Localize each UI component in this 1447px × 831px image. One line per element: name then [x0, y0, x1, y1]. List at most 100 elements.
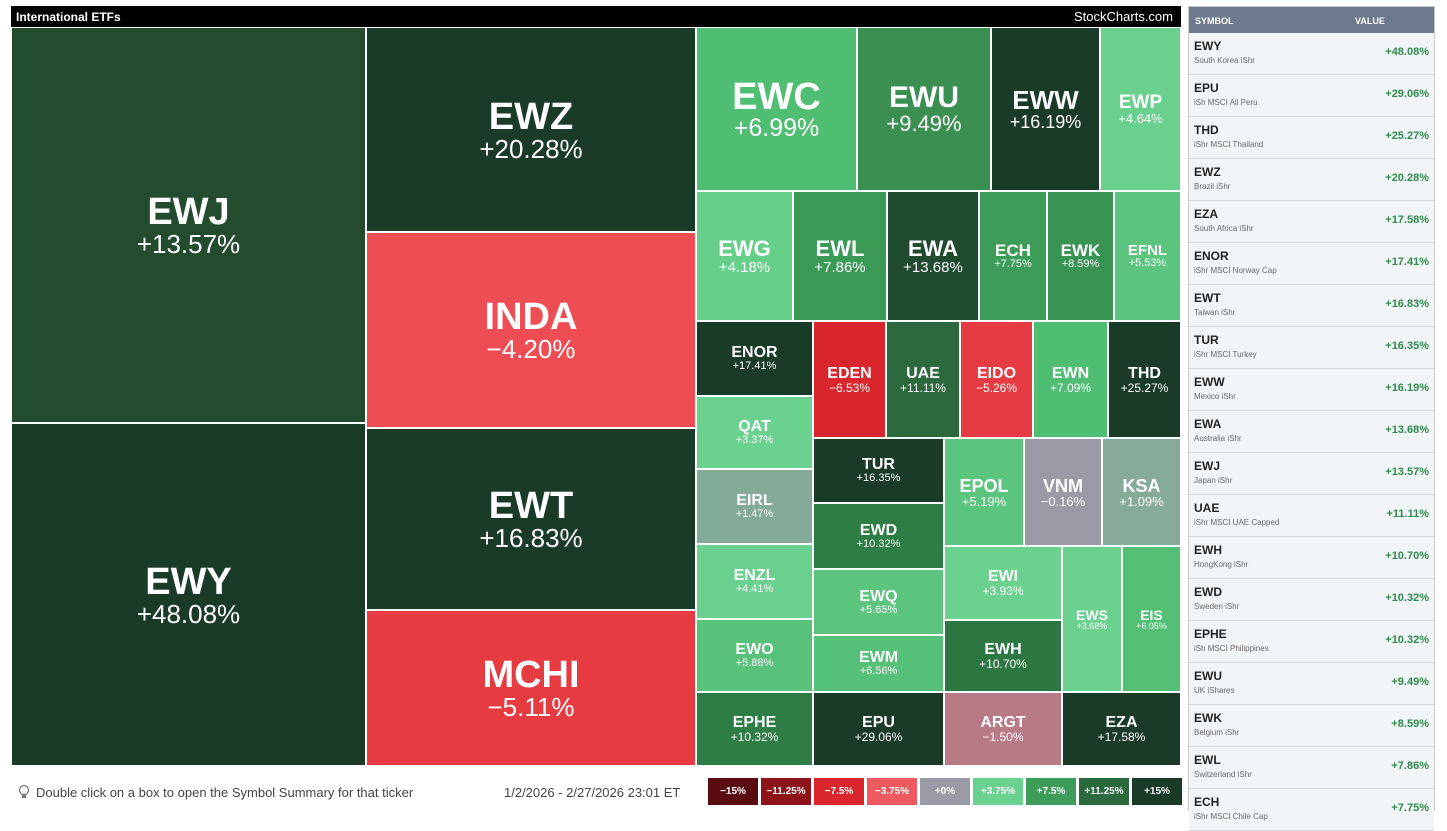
row-value: +17.41% [1385, 256, 1429, 268]
table-row[interactable]: TUR iShr MSCI Turkey +16.35% [1189, 327, 1434, 369]
tile[interactable]: TUR +16.35% [813, 438, 944, 503]
row-value: +48.08% [1385, 46, 1429, 58]
tile-symbol: EWY [145, 560, 232, 603]
tile[interactable]: QAT +3.37% [696, 396, 813, 469]
tile-symbol: ECH [995, 241, 1031, 260]
row-value: +7.75% [1391, 802, 1429, 814]
table-row[interactable]: EWA Australia iShr +13.68% [1189, 411, 1434, 453]
table-row[interactable]: UAE iShr MSCI UAE Capped +11.11% [1189, 495, 1434, 537]
tile[interactable]: EIS +6.05% [1122, 546, 1181, 692]
bulb-icon [18, 784, 30, 798]
table-row[interactable]: EWT Taiwan iShr +16.83% [1189, 285, 1434, 327]
tile[interactable]: EWD +10.32% [813, 503, 944, 569]
tile[interactable]: UAE +11.11% [886, 321, 960, 438]
table-row[interactable]: EWL Switzerland iShr +7.86% [1189, 747, 1434, 789]
table-row[interactable]: EWU UK iShares +9.49% [1189, 663, 1434, 705]
tile[interactable]: EWC +6.99% [696, 27, 857, 191]
table-row[interactable]: EWZ Brazil iShr +20.28% [1189, 159, 1434, 201]
table-row[interactable]: EWH HongKong iShr +10.70% [1189, 537, 1434, 579]
row-value: +11.11% [1386, 508, 1429, 520]
tile-symbol: EWJ [147, 191, 230, 233]
tile[interactable]: EWM +6.56% [813, 635, 944, 692]
tile[interactable]: INDA −4.20% [366, 232, 696, 428]
tile-symbol: EPHE [732, 714, 777, 731]
table-row[interactable]: EWK Belgium iShr +8.59% [1189, 705, 1434, 747]
tile[interactable]: EWL +7.86% [793, 191, 887, 321]
tile-symbol: ENOR [731, 344, 778, 361]
tile[interactable]: EIRL +1.47% [696, 469, 813, 544]
row-value: +10.32% [1385, 634, 1429, 646]
table-row[interactable]: EWJ Japan iShr +13.57% [1189, 453, 1434, 495]
tile[interactable]: THD +25.27% [1108, 321, 1181, 438]
table-row[interactable]: THD iShr MSCI Thailand +25.27% [1189, 117, 1434, 159]
tile[interactable]: ENZL +4.41% [696, 544, 813, 619]
tile-change: −0.16% [1040, 493, 1086, 509]
tile[interactable]: EWK +8.59% [1047, 191, 1114, 321]
tile-symbol: THD [1128, 364, 1161, 382]
table-row[interactable]: ECH iShr MSCI Chile Cap +7.75% [1189, 789, 1434, 831]
tile[interactable]: EPOL +5.19% [944, 438, 1024, 546]
column-header[interactable]: VALUE [1355, 16, 1385, 26]
table-row[interactable]: EWY South Korea iShr +48.08% [1189, 33, 1434, 75]
tile[interactable]: EPU +29.06% [813, 692, 944, 766]
tile-symbol: UAE [906, 364, 940, 382]
table-row[interactable]: EPU iSh MSCI All Peru +29.06% [1189, 75, 1434, 117]
row-symbol: TUR [1194, 333, 1219, 347]
tile[interactable]: EWY +48.08% [11, 423, 366, 766]
tile[interactable]: EFNL +5.53% [1114, 191, 1181, 321]
table-row[interactable]: ENOR iShr MSCI Norway Cap +17.41% [1189, 243, 1434, 285]
header: International ETFs StockCharts.com [11, 6, 1181, 27]
table-row[interactable]: EZA South Africa iShr +17.58% [1189, 201, 1434, 243]
tile[interactable]: MCHI −5.11% [366, 610, 696, 766]
tile-symbol: EWT [488, 485, 574, 527]
tile[interactable]: ECH +7.75% [979, 191, 1047, 321]
tile-change: +7.75% [994, 258, 1032, 270]
tile[interactable]: EZA +17.58% [1062, 692, 1181, 766]
row-symbol: EPU [1194, 81, 1219, 95]
row-symbol: EWY [1194, 39, 1222, 53]
tile[interactable]: VNM −0.16% [1024, 438, 1102, 546]
tile[interactable]: EWN +7.09% [1033, 321, 1108, 438]
row-value: +16.19% [1385, 382, 1429, 394]
tile[interactable]: EWZ +20.28% [366, 27, 696, 232]
tile-symbol: KSA [1122, 475, 1161, 496]
tile-symbol: EDEN [827, 364, 872, 382]
tile[interactable]: EWA +13.68% [887, 191, 979, 321]
tile[interactable]: EWW +16.19% [991, 27, 1100, 191]
tile-change: +11.11% [900, 380, 946, 395]
row-name: iShr MSCI Thailand [1194, 140, 1264, 149]
tile[interactable]: EWO +5.88% [696, 619, 813, 692]
column-header[interactable]: SYMBOL [1195, 16, 1234, 26]
table-body: EWY South Korea iShr +48.08% EPU iSh MSCI Al… [1189, 33, 1434, 831]
table-row[interactable]: EWD Sweden iShr +10.32% [1189, 579, 1434, 621]
tile[interactable]: ENOR +17.41% [696, 321, 813, 396]
tile-symbol: EIS [1140, 606, 1163, 623]
tile-change: +10.70% [979, 657, 1027, 671]
row-value: +9.49% [1391, 676, 1429, 688]
tile[interactable]: EWI +3.93% [944, 546, 1062, 620]
tile[interactable]: EIDO −5.26% [960, 321, 1033, 438]
tile[interactable]: EWH +10.70% [944, 620, 1062, 692]
row-value: +17.58% [1385, 214, 1429, 226]
legend-item: −11.25% [761, 778, 811, 805]
tile-symbol: VNM [1043, 475, 1083, 496]
tile-symbol: ARGT [980, 714, 1026, 731]
tile[interactable]: KSA +1.09% [1102, 438, 1181, 546]
row-name: South Korea iShr [1194, 56, 1255, 65]
tile[interactable]: ARGT −1.50% [944, 692, 1062, 766]
tile[interactable]: EWP +4.64% [1100, 27, 1181, 191]
row-symbol: EWA [1194, 417, 1222, 431]
tile[interactable]: EDEN −6.53% [813, 321, 886, 438]
tile-change: +9.49% [886, 111, 962, 136]
tile[interactable]: EWS +3.68% [1062, 546, 1122, 692]
row-symbol: UAE [1194, 501, 1220, 515]
tile[interactable]: EWQ +5.65% [813, 569, 944, 635]
legend-item: +11.25% [1079, 778, 1129, 805]
tile[interactable]: EWU +9.49% [857, 27, 991, 191]
tile[interactable]: EWJ +13.57% [11, 27, 366, 423]
tile[interactable]: EWG +4.18% [696, 191, 793, 321]
tile[interactable]: EWT +16.83% [366, 428, 696, 610]
table-row[interactable]: EPHE iSh MSCI Philippines +10.32% [1189, 621, 1434, 663]
table-row[interactable]: EWW Mexico iShr +16.19% [1189, 369, 1434, 411]
tile[interactable]: EPHE +10.32% [696, 692, 813, 766]
